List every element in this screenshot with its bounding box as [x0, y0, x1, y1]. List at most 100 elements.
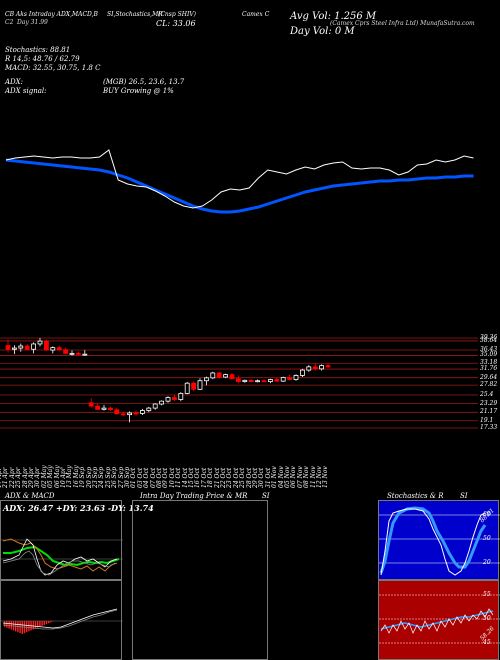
macd-histogram-bar [26, 621, 28, 633]
candle-body [325, 365, 331, 368]
candle-body [88, 402, 94, 407]
candle-body [165, 397, 171, 402]
candle-body [319, 365, 325, 370]
candle-body [76, 352, 81, 355]
macd-histogram-bar [34, 621, 37, 629]
avg-volume: Avg Vol: 1.256 M [290, 11, 377, 22]
adx-panel-values: ADX: 26.47 +DY: 23.63 -DY: 13.74 [3, 503, 154, 513]
company-name: (Camex Cprs Steel Infra Ltd) MunafaSutra… [330, 20, 475, 27]
candle-body [11, 347, 17, 350]
adx-values: (MGB) 26.5, 23.6, 13.7 [103, 78, 185, 86]
candle-body [127, 412, 132, 416]
stoch-scale-20: 20 [483, 559, 491, 566]
candle-body [31, 343, 37, 350]
candle-body [178, 392, 184, 400]
price-axis-label: 19.1 [480, 416, 494, 424]
candle-body [63, 349, 68, 354]
candle-body [242, 379, 248, 382]
candle-body [267, 379, 273, 382]
candle-body [299, 369, 305, 376]
macd-histogram-bar [39, 621, 41, 627]
price-line [5, 149, 474, 209]
intraday-si: SI [262, 492, 270, 500]
candle-body [101, 407, 107, 410]
si-scale-50: 50 [483, 615, 491, 622]
adx-label: ADX: [5, 78, 24, 86]
candle-body [159, 400, 165, 405]
price-axis-label: 17.33 [480, 424, 498, 431]
c2-label: C2 [5, 19, 14, 26]
candle-body [197, 380, 203, 390]
blue-ma-line [5, 158, 474, 214]
candle-body [152, 403, 158, 409]
candle-body [146, 407, 152, 411]
macd-histogram-bar [48, 621, 50, 624]
cb-sub: Day 31.99 [17, 19, 48, 26]
price-axis-label: 35.09 [480, 351, 498, 359]
macd-histogram-bar [8, 621, 10, 629]
candle-body [5, 345, 11, 350]
candle-body [293, 375, 299, 380]
price-axis-label: 27.82 [480, 381, 498, 389]
macd-histogram-bar [21, 621, 23, 634]
candle-body [248, 379, 254, 382]
macd-histogram-bar [28, 621, 30, 632]
intraday-title: Intra Day Trading Price & MR [140, 492, 248, 500]
candle-body [108, 407, 113, 411]
price-axis-label: 23.29 [480, 399, 498, 407]
company-prefix: Camex C [242, 11, 270, 18]
price-axis-label: 38.64 [480, 336, 498, 344]
r-value: R 14,5: 48.76 / 62.79 [5, 55, 80, 63]
candle-body [37, 340, 43, 345]
stoch-scale-80: 80 [483, 511, 491, 518]
price-axis-label: 25.4 [480, 391, 494, 399]
moving-averages [5, 149, 474, 214]
macd-histogram-bar [10, 621, 12, 630]
candle-body [120, 413, 126, 416]
stochastics-title: Stochastics & R [387, 492, 444, 500]
price-axis-label: 29.64 [480, 373, 498, 381]
candle-body [306, 366, 312, 371]
price-axis-label: 21.17 [480, 408, 498, 416]
candle-body [18, 345, 24, 349]
cb-line: CB Aks Intraday ADX,MACD,B [5, 11, 98, 18]
macd-histogram-bar [37, 621, 39, 628]
candle-body [216, 372, 222, 378]
main-chart [0, 149, 478, 429]
day-volume: Day Vol: 0 M [290, 26, 355, 37]
candle-body [56, 347, 62, 351]
macd-value: MACD: 32.55, 30.75, 1.8 C [5, 64, 101, 72]
candle-body [114, 409, 120, 415]
price-axis-label: 31.76 [480, 365, 498, 373]
candle-body [24, 345, 30, 350]
candle-body [280, 377, 286, 382]
candle-body [50, 347, 56, 351]
candle-body [69, 352, 75, 355]
price-axis-label: 39.36 [480, 334, 498, 341]
candle-body [210, 372, 216, 379]
candle-body [287, 377, 293, 380]
candle-body [44, 340, 49, 351]
date-label: 13 Nov [322, 466, 330, 488]
adx-signal-label: ADX signal: [5, 87, 47, 95]
si-panel: 55 50 45 58.26 [378, 580, 500, 660]
stochastics-si: SI [460, 492, 468, 500]
macd-histogram-bar [41, 621, 43, 626]
adx-panel: ADX: 26.47 +DY: 23.63 -DY: 13.74 [0, 500, 154, 580]
candle-body [82, 353, 88, 356]
candle-body [274, 379, 280, 382]
symbol: (Cnsp SHIV) [158, 11, 197, 18]
adx-macd-title: ADX & MACD [5, 492, 55, 500]
stoch-title: SI,Stochastics,MR [107, 11, 163, 18]
candlesticks [5, 337, 331, 423]
candle-body [312, 366, 318, 370]
price-grid [0, 337, 478, 429]
intraday-panel [132, 500, 268, 660]
macd-histogram-bar [4, 621, 6, 627]
candle-body [95, 405, 100, 410]
macd-histogram-bar [32, 621, 34, 630]
close-label: CL: 33.06 [156, 19, 196, 28]
candle-body [171, 397, 177, 400]
si-scale-45: 45 [483, 639, 491, 646]
